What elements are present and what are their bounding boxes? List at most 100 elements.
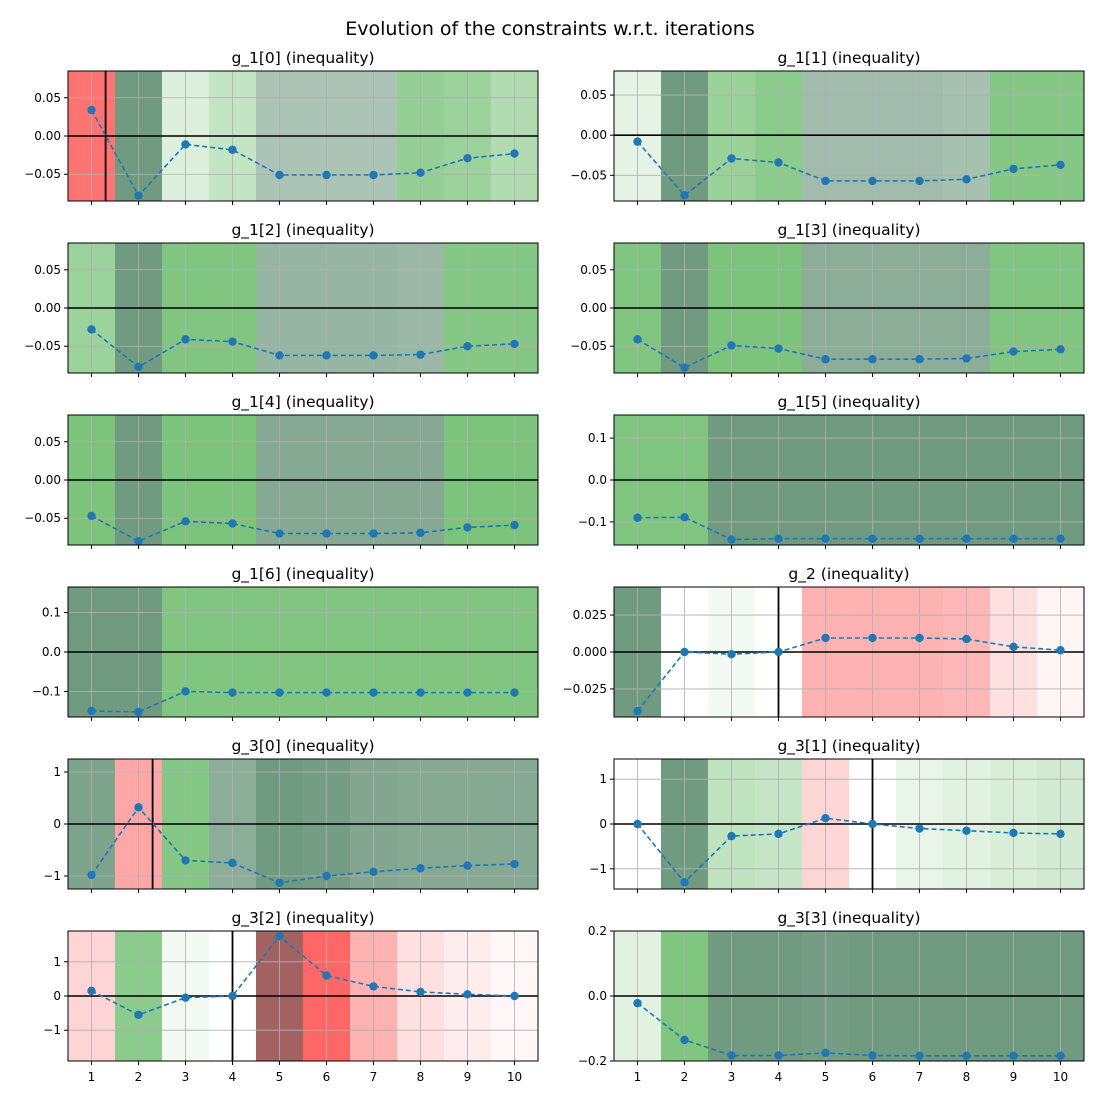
y-tick-label: −0.05 (24, 339, 61, 353)
data-point (275, 931, 284, 941)
subplot-title: g_1[0] (inequality) (231, 49, 374, 68)
data-point (727, 650, 736, 659)
data-point (680, 878, 689, 887)
data-point (633, 335, 642, 344)
x-tick-label: 5 (276, 1070, 284, 1084)
x-tick-label: 5 (822, 1070, 830, 1084)
data-point (962, 175, 971, 184)
data-point (322, 529, 331, 538)
y-tick-label: 0.05 (34, 263, 61, 277)
x-tick-label: 8 (963, 1070, 971, 1084)
y-tick-label: −0.05 (24, 167, 61, 181)
x-tick-label: 4 (775, 1070, 783, 1084)
data-point (87, 986, 96, 996)
subplot-title: g_1[4] (inequality) (231, 393, 374, 412)
data-point (1009, 534, 1018, 543)
subplot-title: g_2 (inequality) (788, 565, 909, 584)
y-tick-label: 0.00 (34, 301, 61, 315)
data-point (868, 534, 877, 543)
data-point (134, 1010, 143, 1020)
subplot-title: g_1[3] (inequality) (777, 221, 920, 240)
subplot: 0.05 0.00 −0.05 g_1[0] (inequality) (24, 49, 539, 205)
data-point (680, 191, 689, 200)
data-point (275, 351, 284, 360)
data-point (633, 819, 642, 829)
subplot: 0.2 0.0 −0.2 1 2 3 4 5 6 7 8 9 10 g_3[3] (inequality) (578, 909, 1085, 1084)
data-point (322, 871, 331, 881)
data-point (1056, 829, 1065, 839)
data-point (915, 824, 924, 833)
data-point (774, 534, 783, 543)
data-point (633, 998, 642, 1008)
data-point (181, 335, 190, 344)
y-tick-label: 0 (53, 817, 61, 831)
y-tick-label: 0.05 (34, 91, 61, 105)
x-tick-label: 3 (182, 1070, 190, 1084)
subplot-title: g_1[1] (inequality) (777, 49, 920, 68)
y-tick-label: 1 (53, 955, 61, 969)
data-point (134, 362, 143, 372)
x-tick-label: 7 (370, 1070, 378, 1084)
data-point (369, 529, 378, 538)
data-point (87, 325, 96, 334)
x-tick-label: 2 (135, 1070, 143, 1084)
data-point (962, 1051, 971, 1061)
data-point (416, 688, 425, 697)
data-point (275, 529, 284, 538)
x-tick-label: 9 (1010, 1070, 1018, 1084)
data-point (463, 342, 472, 351)
subplot-title: g_1[5] (inequality) (777, 393, 920, 412)
x-tick-label: 2 (681, 1070, 689, 1084)
data-point (228, 688, 237, 697)
y-tick-label: −0.05 (570, 339, 607, 353)
subplot: 0.025 0.000 −0.025 g_2 (inequality) (563, 565, 1085, 721)
y-tick-label: 0.00 (34, 473, 61, 487)
series-line (636, 141, 1061, 197)
data-point (275, 688, 284, 697)
data-point (1056, 646, 1065, 655)
y-tick-label: −0.1 (32, 684, 61, 698)
data-point (915, 176, 924, 186)
data-point (868, 819, 877, 829)
subplot: 1 0 −1 g_3[0] (inequality) (43, 737, 539, 893)
data-point (228, 991, 237, 1001)
y-tick-label: 1 (599, 772, 607, 786)
data-point (1056, 1051, 1065, 1061)
series-line (90, 806, 515, 884)
data-point (680, 363, 689, 372)
y-tick-label: 0.00 (34, 129, 61, 143)
data-point (821, 1048, 830, 1058)
data-point (463, 523, 472, 532)
data-point (774, 158, 783, 167)
x-tick-label: 6 (323, 1070, 331, 1084)
data-point (416, 987, 425, 997)
data-point (821, 355, 830, 364)
data-point (1009, 164, 1018, 174)
series-line (91, 690, 515, 713)
subplot: 0.1 0.0 −0.1 g_1[6] (inequality) (32, 565, 539, 721)
data-point (510, 149, 519, 158)
series-line (637, 516, 1061, 541)
axes-frame (613, 70, 1085, 202)
data-point (868, 633, 877, 643)
y-tick-label: −1 (43, 1023, 61, 1037)
y-tick-label: −1 (589, 862, 607, 876)
data-point (228, 858, 237, 868)
y-tick-label: −1 (43, 869, 61, 883)
data-point (1009, 828, 1018, 838)
data-point (181, 993, 190, 1002)
data-point (181, 687, 190, 696)
x-tick-label: 7 (916, 1070, 924, 1084)
series-line (636, 817, 1061, 884)
data-point (727, 535, 736, 544)
y-tick-label: 0 (53, 989, 61, 1003)
subplot: 1 0 −1 g_3[1] (inequality) (589, 737, 1085, 893)
data-point (510, 520, 519, 530)
subplot-title: g_3[2] (inequality) (231, 909, 374, 928)
data-point (322, 688, 331, 697)
series-line (91, 934, 515, 1016)
data-point (228, 145, 237, 154)
series-line (91, 515, 515, 543)
